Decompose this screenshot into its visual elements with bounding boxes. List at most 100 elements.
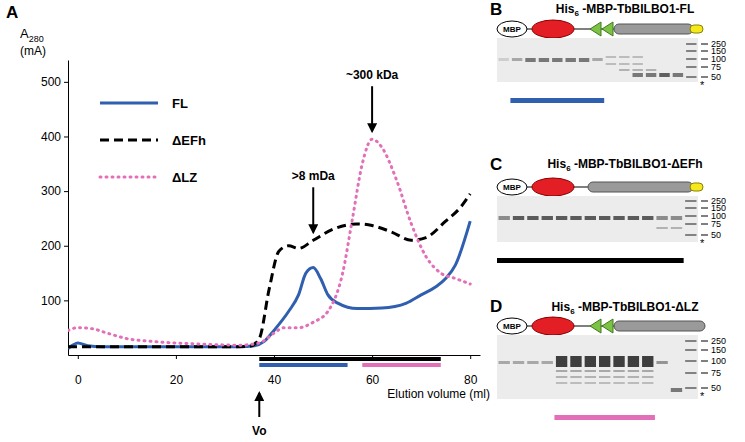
y-axis-title-main: A: [20, 26, 29, 41]
y-tick-label: 300: [41, 184, 61, 198]
y-axis: 100200300400500: [41, 61, 69, 356]
gel-band: [599, 382, 610, 384]
gel-band: [556, 382, 567, 384]
gel-band: [525, 58, 535, 62]
marker-band: [685, 387, 696, 389]
legend: FLΔEFhΔLZ: [100, 96, 206, 185]
marker-tick: [701, 51, 708, 52]
y-tick: [64, 136, 68, 137]
gel-band: [633, 69, 643, 71]
gel-band: [499, 361, 510, 364]
efh-domain: [602, 22, 613, 36]
x-tick-label: 80: [464, 373, 478, 387]
x-tick-group: 80: [464, 355, 478, 387]
marker-tick: [701, 224, 708, 225]
y-tick: [64, 246, 68, 247]
y-tick-group: 300: [41, 184, 68, 198]
title-post: -MBP-TbBILBO1-FL: [579, 2, 694, 16]
gel-band: [513, 216, 524, 220]
annotation-label: >8 mDa: [292, 169, 335, 183]
gel-band: [513, 361, 524, 364]
x-tick: [78, 355, 79, 359]
x-axis: 020406080: [69, 355, 481, 387]
legend-swatch: [100, 102, 158, 105]
marker-band: [686, 66, 696, 68]
gel-band: [585, 370, 596, 372]
gel-band: [656, 216, 667, 220]
marker-tick: [701, 388, 708, 389]
legend-label: ΔLZ: [172, 170, 197, 185]
gel-background: [497, 335, 698, 399]
gel-band: [585, 382, 596, 384]
marker-band: [685, 372, 696, 374]
y-tick-label: 400: [41, 130, 61, 144]
series-line: [68, 139, 470, 345]
gel-band: [646, 69, 656, 71]
gel-band: [512, 58, 522, 61]
mbp-label: MBP: [503, 25, 521, 34]
gel-band: [642, 382, 653, 384]
gel-band: [606, 63, 616, 65]
asterisk: *: [700, 79, 705, 91]
gel-band: [556, 216, 567, 220]
efh-domain: [590, 22, 601, 36]
marker-band: [686, 50, 696, 52]
gel-band: [556, 356, 567, 367]
panel-label: B: [490, 0, 502, 19]
panel-label: A: [6, 3, 18, 22]
y-tick-label: 500: [41, 75, 61, 89]
coiled-coil-domain: [614, 321, 705, 331]
marker-tick: [701, 361, 708, 362]
marker-band: [685, 207, 696, 209]
y-axis-line: [68, 61, 69, 356]
gel-band: [613, 376, 624, 378]
annotation-arrow: [371, 86, 373, 131]
x-axis-title: Elution volume (ml): [387, 387, 490, 401]
annotations: >8 mDa~300 kDaVo: [252, 68, 399, 438]
lz-domain: [690, 25, 703, 33]
gel-band: [633, 63, 643, 65]
efh-domain: [602, 319, 613, 333]
x-tick-label: 20: [170, 373, 184, 387]
marker-tick: [701, 59, 708, 60]
gel-band: [556, 376, 567, 378]
ntd-domain: [532, 20, 574, 38]
fraction-bar: [554, 415, 655, 420]
gel-band: [599, 356, 610, 367]
title-pre: His: [556, 2, 575, 16]
gel-band: [579, 58, 589, 62]
x-tick: [470, 355, 471, 359]
gel-band: [585, 356, 596, 367]
gel-band: [542, 216, 553, 220]
figure: AA280(mA)100200300400500020406080Elution…: [0, 0, 745, 442]
gel-panel: CHis6 -MBP-TbBILBO1-ΔEFhMBP2501501007550…: [490, 155, 726, 263]
marker-label: 100: [711, 356, 726, 366]
marker-tick: [701, 216, 708, 217]
gel-band: [646, 73, 656, 77]
marker-band: [686, 76, 696, 78]
gel-band: [539, 58, 549, 62]
fraction-bar: [259, 357, 440, 361]
gel-band: [656, 361, 667, 364]
x-tick-group: 0: [75, 355, 82, 387]
gel-band: [628, 370, 639, 372]
title-post: -MBP-TbBILBO1-ΔLZ: [575, 300, 699, 314]
x-tick-label: 0: [75, 373, 82, 387]
annotation-label: ~300 kDa: [346, 68, 399, 82]
gel-band: [671, 388, 682, 392]
gel-band: [585, 216, 596, 220]
gel-band: [642, 356, 653, 367]
marker-label: 50: [711, 230, 721, 240]
gel-band: [628, 376, 639, 378]
marker-band: [685, 215, 696, 217]
x-tick-label: 40: [268, 373, 282, 387]
marker-tick: [701, 77, 708, 78]
marker-band: [685, 340, 696, 342]
y-tick: [64, 82, 68, 83]
asterisk: *: [700, 390, 705, 402]
annotation-arrow: [312, 187, 314, 232]
y-tick-group: 500: [41, 75, 68, 89]
gel-band: [542, 361, 553, 364]
annotation-arrow: [258, 393, 260, 417]
gel-band: [570, 356, 581, 367]
